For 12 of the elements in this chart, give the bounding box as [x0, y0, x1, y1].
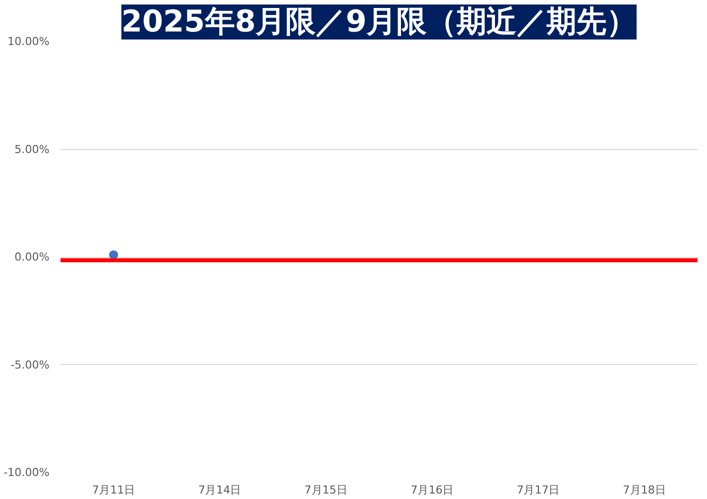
x-tick-label: 7月16日	[410, 484, 454, 496]
y-tick-label: -10.00%	[4, 466, 50, 479]
y-tick-label: 0.00%	[14, 250, 50, 264]
y-tick-label: 5.00%	[14, 142, 50, 156]
x-tick-label: 7月11日	[92, 484, 136, 496]
x-tick-label: 7月18日	[622, 484, 666, 496]
y-tick-label: -5.00%	[10, 358, 50, 372]
x-tick-label: 7月17日	[516, 484, 560, 496]
x-tick-label: 7月15日	[304, 484, 348, 496]
chart-title: 2025年8月限／9月限（期近／期先）	[121, 4, 637, 40]
y-tick-label: 10.00%	[8, 35, 50, 48]
x-tick-label: 7月14日	[198, 484, 242, 496]
